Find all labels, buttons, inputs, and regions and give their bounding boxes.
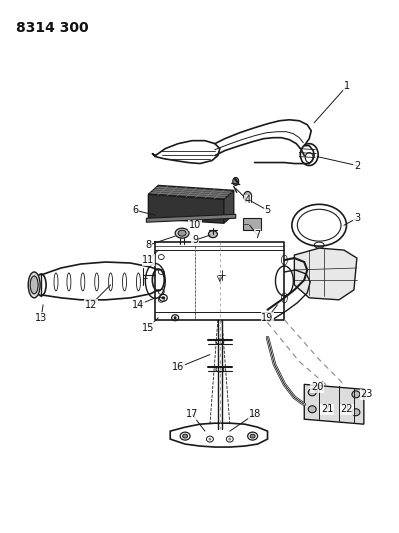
Polygon shape [146, 214, 236, 222]
Polygon shape [148, 195, 224, 223]
Ellipse shape [178, 230, 186, 236]
Text: 14: 14 [132, 300, 144, 310]
Text: 19: 19 [261, 313, 274, 323]
Text: 17: 17 [186, 409, 198, 419]
Text: 3: 3 [354, 213, 360, 223]
Ellipse shape [352, 409, 360, 416]
Ellipse shape [352, 391, 360, 398]
Polygon shape [304, 384, 364, 424]
Text: 23: 23 [361, 389, 373, 399]
Ellipse shape [183, 434, 188, 438]
Ellipse shape [250, 434, 255, 438]
Text: 10: 10 [189, 220, 201, 230]
Ellipse shape [208, 231, 217, 238]
Text: 13: 13 [35, 313, 47, 323]
Ellipse shape [244, 191, 252, 201]
Text: 8314 300: 8314 300 [16, 21, 89, 35]
Ellipse shape [28, 272, 40, 298]
Text: 5: 5 [265, 205, 271, 215]
Ellipse shape [308, 406, 316, 413]
Text: 21: 21 [321, 404, 333, 414]
Ellipse shape [174, 316, 177, 319]
Text: 15: 15 [142, 322, 154, 333]
Text: 12: 12 [85, 300, 97, 310]
Ellipse shape [30, 276, 38, 294]
Bar [243, 218, 261, 230]
Text: 16: 16 [172, 362, 184, 373]
Text: 18: 18 [249, 409, 261, 419]
Polygon shape [224, 190, 234, 223]
Ellipse shape [175, 228, 189, 238]
Text: 4: 4 [245, 196, 251, 205]
Ellipse shape [208, 438, 211, 441]
Text: 1: 1 [344, 81, 350, 91]
Text: 11: 11 [142, 255, 154, 265]
Text: 7: 7 [255, 230, 261, 240]
Polygon shape [148, 185, 234, 199]
Text: 6: 6 [132, 205, 138, 215]
Text: 22: 22 [341, 404, 353, 414]
Text: 8: 8 [145, 240, 152, 250]
Ellipse shape [308, 389, 316, 396]
Polygon shape [294, 248, 357, 300]
Text: 9: 9 [192, 235, 198, 245]
Ellipse shape [233, 177, 239, 185]
Text: 20: 20 [311, 382, 323, 392]
Ellipse shape [161, 296, 165, 300]
Ellipse shape [228, 438, 231, 441]
Text: 2: 2 [354, 160, 360, 171]
